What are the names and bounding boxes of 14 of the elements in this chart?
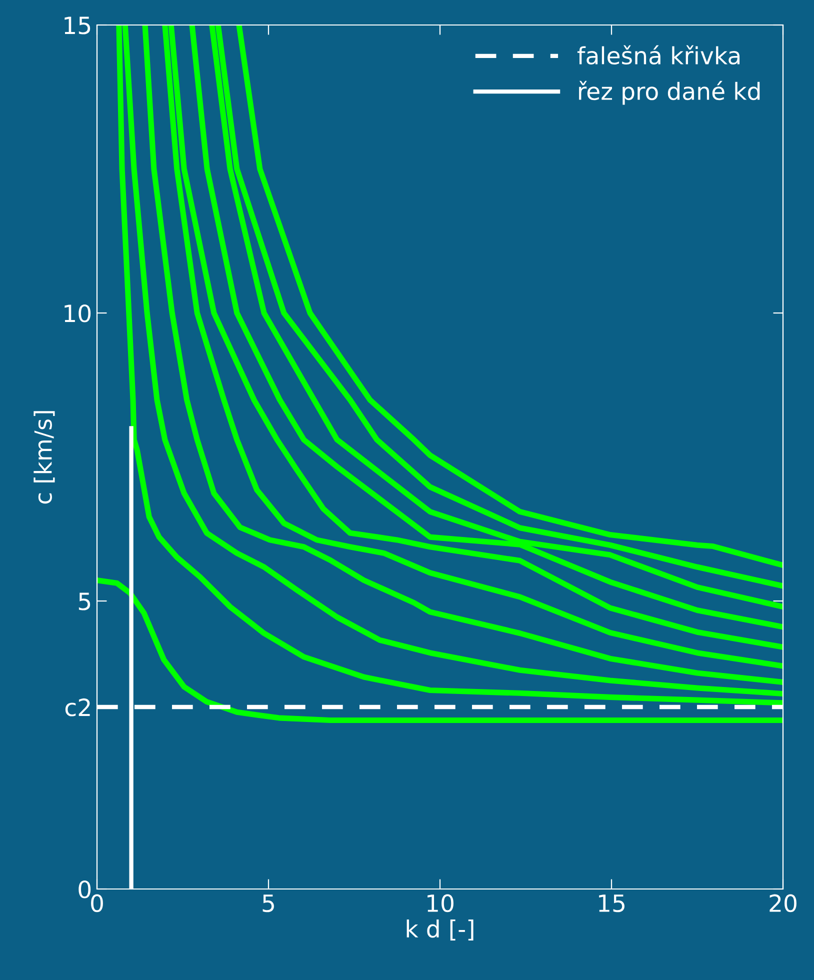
y-tick-label: c2 [65,698,90,716]
x-axis-title: k d [-] [406,919,474,941]
legend-label: řez pro dané kd [579,80,760,105]
y-tick-label: 0 [78,880,91,898]
y-tick-label: 10 [64,304,91,322]
legend-label: falešná křivka [577,45,740,65]
x-tick-label: 15 [599,894,624,912]
y-tick-label: 15 [64,16,90,34]
x-tick-label: 0 [91,894,103,912]
x-tick-label: 20 [770,894,796,912]
x-tick-label: 5 [262,894,274,912]
y-axis-title: c [km/s] [34,411,55,504]
x-tick-label: 10 [428,894,454,912]
y-tick-label: 5 [78,592,90,610]
